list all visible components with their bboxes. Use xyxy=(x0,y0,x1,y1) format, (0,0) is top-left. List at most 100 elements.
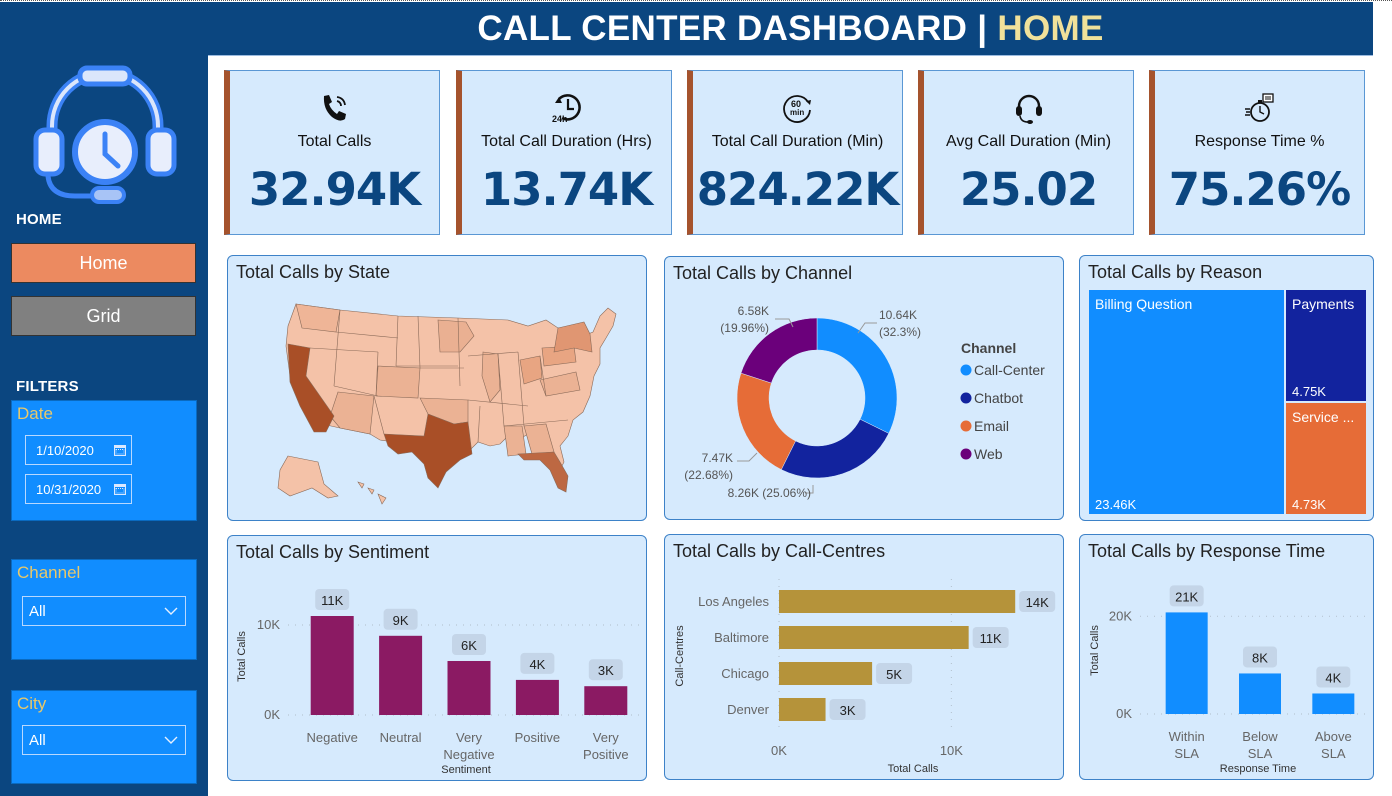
data-label-bg xyxy=(452,634,486,655)
chart-title: Total Calls by Response Time xyxy=(1088,541,1326,561)
data-label: 11K xyxy=(321,593,343,608)
kpi-card-response-time: Response Time % 75.26% xyxy=(1149,70,1365,235)
x-tick-label: Within xyxy=(1169,729,1205,744)
bar[interactable] xyxy=(447,661,491,715)
data-label-bg xyxy=(876,663,913,684)
x-tick-label: Positive xyxy=(583,747,629,762)
y-tick-label: 10K xyxy=(257,617,280,632)
page-title-main: CALL CENTER DASHBOARD | xyxy=(477,8,988,48)
legend-item-email[interactable]: Email xyxy=(974,418,1009,434)
data-label: 8K xyxy=(1252,650,1268,665)
y-tick-label: Chicago xyxy=(721,666,769,681)
response-chart-panel: Total Calls by Response Time 0K 20K Total … xyxy=(1079,534,1374,780)
legend-dot xyxy=(960,448,972,460)
x-tick-label: Negative xyxy=(443,747,494,762)
bar[interactable] xyxy=(584,686,628,715)
bar[interactable] xyxy=(515,679,559,715)
donut-slice-web[interactable] xyxy=(740,317,818,384)
treemap-cell-value: 4.75K xyxy=(1292,384,1326,399)
map-state-colorado xyxy=(375,365,421,399)
treemap-cell-value: 23.46K xyxy=(1095,497,1137,512)
nav-home-button[interactable]: Home xyxy=(11,243,196,283)
data-label-bg xyxy=(520,652,555,674)
donut-slice-chatbot[interactable] xyxy=(780,418,890,479)
city-dropdown[interactable]: All xyxy=(22,725,186,755)
calendar-icon[interactable] xyxy=(114,444,126,456)
map-state-texas xyxy=(383,413,473,489)
channel-dropdown-value: All xyxy=(29,602,46,620)
bar[interactable] xyxy=(779,626,969,649)
map-state-hawaii xyxy=(357,481,387,505)
y-tick-label: 0K xyxy=(264,707,280,722)
y-tick-label: 20K xyxy=(1109,608,1132,623)
legend-item-call-center[interactable]: Call-Center xyxy=(974,362,1045,378)
bar[interactable] xyxy=(779,662,873,685)
kpi-value: 824.22K xyxy=(696,163,900,216)
legend-item-web[interactable]: Web xyxy=(974,446,1003,462)
y-axis-title: Total Calls xyxy=(236,631,248,682)
y-tick-label: 0K xyxy=(1116,706,1132,721)
start-date-input[interactable]: 1/10/2020 xyxy=(25,435,132,465)
kpi-label: Total Call Duration (Hrs) xyxy=(481,133,652,150)
response-bar-chart: 0K 20K Total Calls 21K Within SLA 8K Below SLA 4K… xyxy=(1089,585,1370,775)
chevron-down-icon[interactable] xyxy=(163,732,179,748)
donut-data-label: 7.47K xyxy=(702,451,733,465)
us-choropleth-map[interactable] xyxy=(228,256,648,522)
legend-item-chatbot[interactable]: Chatbot xyxy=(974,390,1023,406)
donut-data-label: 10.64K xyxy=(879,308,917,322)
channel-dropdown[interactable]: All xyxy=(22,596,186,626)
donut-data-label: (22.68%) xyxy=(684,468,733,482)
legend-dot xyxy=(960,392,972,404)
bar[interactable] xyxy=(310,616,354,715)
end-date-input[interactable]: 10/31/2020 xyxy=(25,474,132,504)
start-date-value: 1/10/2020 xyxy=(36,442,94,458)
data-label: 21K xyxy=(1175,589,1198,604)
chevron-down-icon[interactable] xyxy=(163,603,179,619)
data-label: 4K xyxy=(1325,670,1341,685)
channel-donut-panel: Total Calls by Channel 10.64K (32.3%) 8.26… xyxy=(664,256,1064,520)
chart-title: Total Calls by Channel xyxy=(673,263,853,283)
y-tick-label: Baltimore xyxy=(714,630,769,645)
treemap-cell-label: Service ... xyxy=(1292,409,1355,425)
sidebar: HOME Home Grid FILTERS Date 1/10/2020 10… xyxy=(0,2,208,796)
kpi-card-total-calls: Total Calls 32.94K xyxy=(224,70,440,235)
x-tick-label: Very xyxy=(593,730,620,745)
map-state-alaska xyxy=(277,455,339,499)
bar[interactable] xyxy=(379,635,423,715)
kpi-label: Avg Call Duration (Min) xyxy=(945,133,1112,150)
data-label-bg xyxy=(972,627,1009,648)
map-state-virginia xyxy=(539,371,581,397)
filters-section-heading: FILTERS xyxy=(16,378,79,395)
chart-title: Total Calls by Reason xyxy=(1088,262,1263,282)
chart-title: Total Calls by Sentiment xyxy=(236,542,430,562)
treemap-cell[interactable]: Billing Question 23.46K xyxy=(1089,290,1284,514)
bar[interactable] xyxy=(1165,612,1208,714)
bar[interactable] xyxy=(779,590,1016,613)
legend-title: Channel xyxy=(961,340,1016,356)
bar[interactable] xyxy=(1239,673,1281,714)
treemap-cell-label: Payments xyxy=(1292,296,1355,312)
data-label-bg xyxy=(1169,585,1204,607)
channel-filter-title: Channel xyxy=(17,563,81,582)
bar[interactable] xyxy=(1312,693,1355,714)
kpi-value: 75.26% xyxy=(1168,163,1351,216)
treemap-cell[interactable]: Service ... 4.73K xyxy=(1286,403,1366,514)
data-label-bg xyxy=(383,608,418,630)
data-label-bg xyxy=(1316,666,1351,688)
calendar-icon[interactable] xyxy=(114,483,126,495)
donut-slice-call-center[interactable] xyxy=(816,317,898,434)
kpi-label: Total Call Duration (Min) xyxy=(711,133,884,150)
x-tick-label: Very xyxy=(456,730,483,745)
nav-grid-button[interactable]: Grid xyxy=(11,296,196,336)
timer-60min-icon: 60 min xyxy=(782,95,811,123)
bar[interactable] xyxy=(779,698,826,721)
data-label: 4K xyxy=(529,657,545,672)
donut-slice-email[interactable] xyxy=(736,372,796,470)
donut-data-label: 6.58K xyxy=(738,304,769,318)
date-filter-title: Date xyxy=(17,404,53,423)
chart-title: Total Calls by Call-Centres xyxy=(673,541,886,561)
data-label: 11K xyxy=(980,631,1002,646)
treemap-cell[interactable]: Payments 4.75K xyxy=(1286,290,1366,401)
callcentres-bar-chart: 0K 10K Los Angeles 14K Baltimore 11K Chicago 5K… xyxy=(674,579,1056,775)
headset-clock-icon xyxy=(33,65,177,204)
